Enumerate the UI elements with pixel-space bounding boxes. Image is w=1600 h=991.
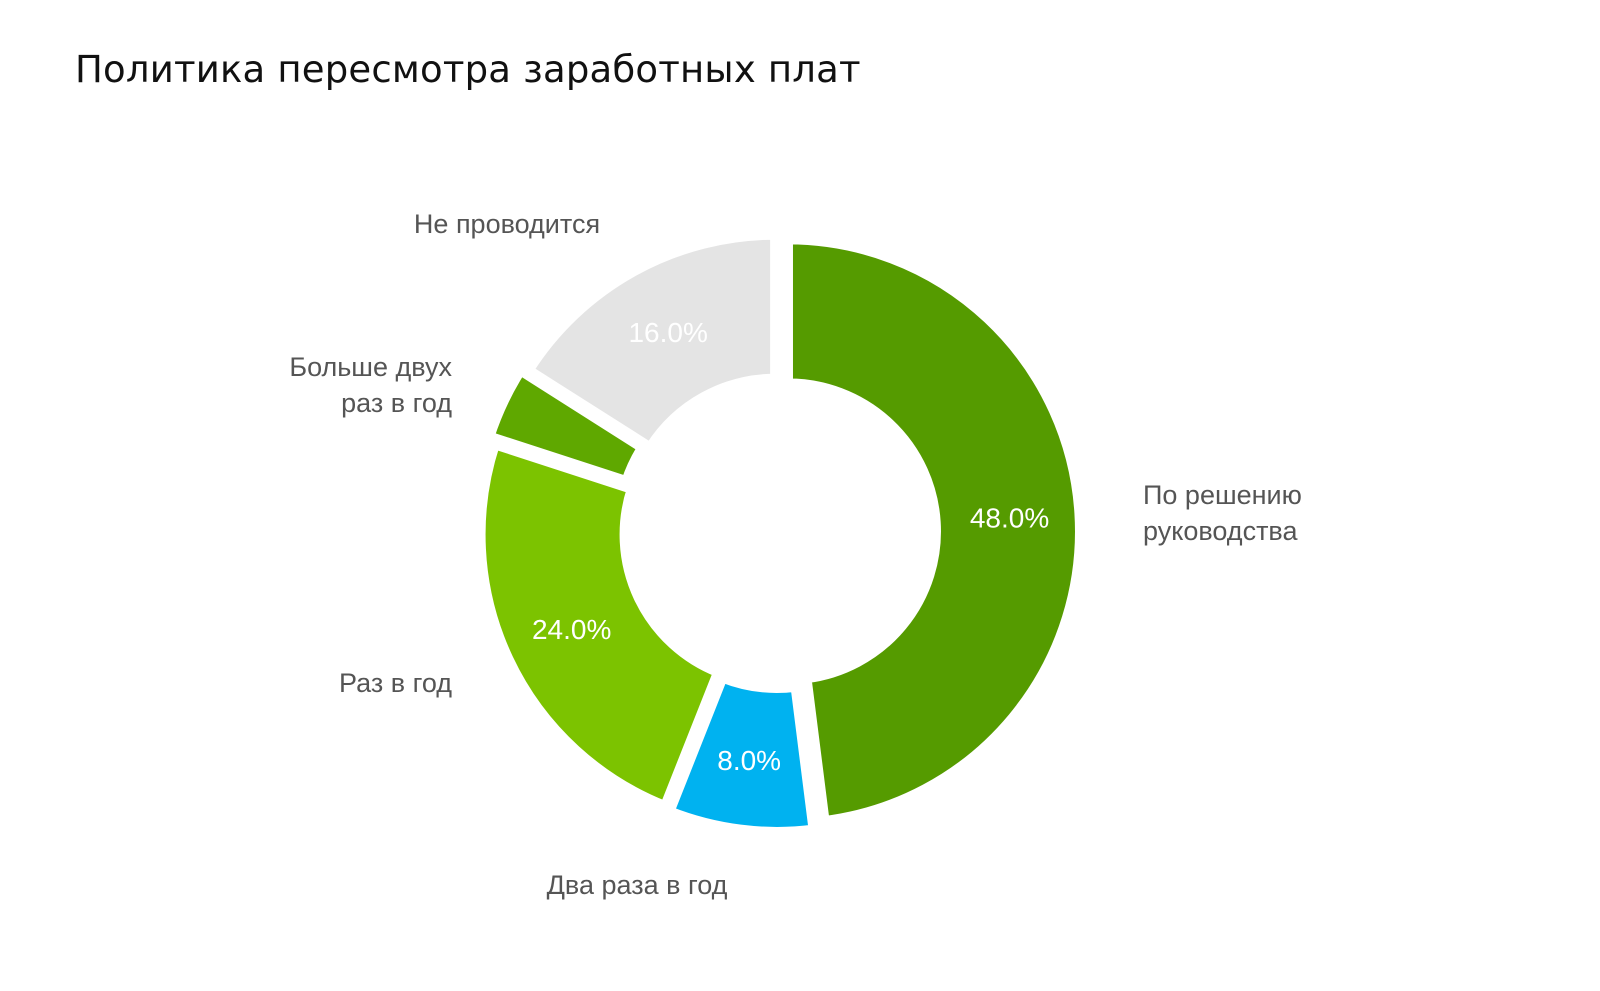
category-label-line: раз в год xyxy=(341,388,452,418)
slice-category-label: Два раза в год xyxy=(547,870,728,900)
category-label-line: Не проводится xyxy=(414,209,600,239)
category-labels: По решению руководства Два раза в год Раз в… xyxy=(289,209,1302,900)
slice-category-label: Больше двух раз в год xyxy=(289,352,452,418)
donut-slices xyxy=(475,229,1085,837)
category-label-line: По решению xyxy=(1143,480,1302,510)
chart-title: Политика пересмотра заработных плат xyxy=(75,48,861,91)
donut-slice xyxy=(521,229,781,455)
value-labels: 48.0% 8.0% 24.0% 16.0% xyxy=(532,317,1049,776)
slice-value-label: 48.0% xyxy=(970,502,1049,533)
slice-category-label: Не проводится xyxy=(414,209,600,239)
category-label-line: руководства xyxy=(1143,516,1298,546)
slice-value-label: 8.0% xyxy=(717,745,781,776)
donut-slice xyxy=(483,363,650,488)
slice-value-label: 24.0% xyxy=(532,614,611,645)
donut-slice xyxy=(782,234,1085,827)
slice-value-label: 16.0% xyxy=(628,317,707,348)
donut-slice xyxy=(663,671,820,837)
donut-slice xyxy=(475,438,725,813)
slice-category-label: По решению руководства xyxy=(1143,480,1302,546)
category-label-line: Больше двух xyxy=(289,352,452,382)
slice-category-label: Раз в год xyxy=(339,668,452,698)
category-label-line: Раз в год xyxy=(339,668,452,698)
category-label-line: Два раза в год xyxy=(547,870,728,900)
